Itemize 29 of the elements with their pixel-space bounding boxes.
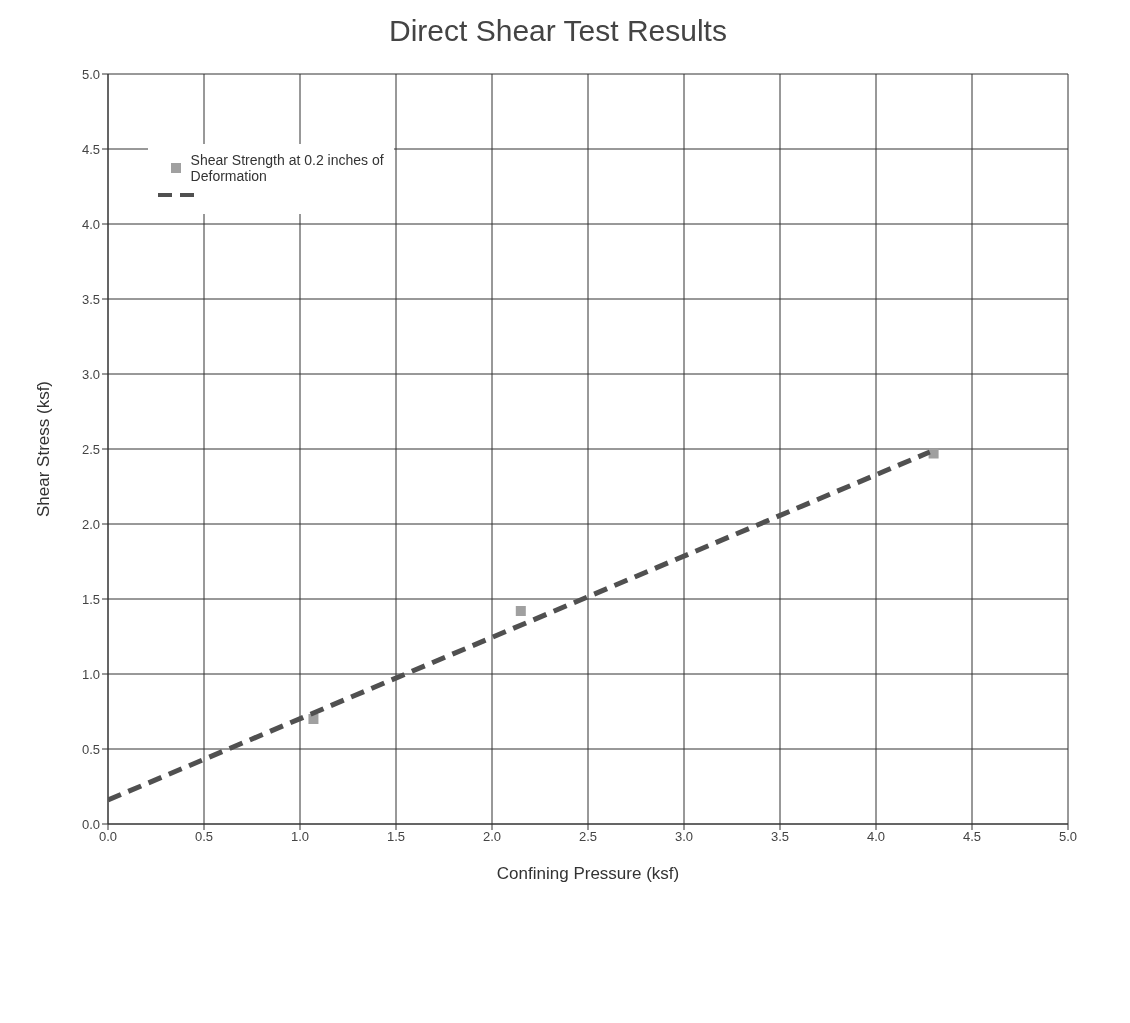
y-tick-label: 0.5	[81, 741, 100, 757]
y-tick-label: 4.0	[81, 216, 100, 232]
x-tick-label: 4.0	[866, 829, 886, 845]
point	[515, 606, 526, 616]
x-tick-label: 3.0	[674, 829, 694, 845]
y-tick-label: 2.0	[81, 516, 100, 532]
y-tick-label: 1.5	[81, 591, 100, 607]
y-tick-label: 4.5	[81, 141, 100, 157]
y-tick-label: 3.0	[81, 366, 100, 382]
y-axis-title: Shear Stress (ksf)	[34, 380, 54, 518]
x-tick-label: 3.5	[770, 829, 790, 845]
y-tick-label: 3.5	[81, 291, 100, 307]
x-tick-label: 1.5	[386, 829, 406, 845]
x-tick-label: 5.0	[1058, 829, 1078, 845]
x-tick-label: 1.0	[290, 829, 310, 845]
x-axis-title: Confining Pressure (ksf)	[496, 864, 680, 883]
chart-title: Direct Shear Test Results	[388, 14, 728, 48]
point	[308, 714, 319, 724]
point	[928, 448, 939, 459]
y-tick-label: 5.0	[81, 66, 100, 82]
x-tick-label: 2.5	[578, 829, 598, 845]
x-tick-label: 0.5	[194, 829, 214, 845]
y-tick-label: 0.0	[81, 816, 100, 832]
x-tick-label: 2.0	[482, 829, 502, 845]
x-tick-label: 0.0	[98, 829, 118, 845]
y-tick-label: 2.5	[81, 441, 100, 457]
y-tick-label: 1.0	[81, 666, 100, 682]
x-tick-label: 4.5	[962, 829, 982, 845]
legend-label: Shear Strength at 0.2 inches of Deformation	[190, 152, 385, 184]
